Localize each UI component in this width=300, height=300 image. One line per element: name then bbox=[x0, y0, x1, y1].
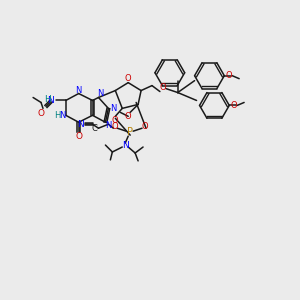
Text: N: N bbox=[58, 111, 65, 120]
Text: N: N bbox=[105, 121, 112, 130]
Text: O: O bbox=[142, 122, 148, 131]
Text: H: H bbox=[54, 111, 60, 120]
Text: O: O bbox=[226, 71, 232, 80]
Text: N: N bbox=[122, 140, 129, 149]
Text: N: N bbox=[77, 120, 84, 129]
Text: H: H bbox=[45, 95, 51, 104]
Text: C: C bbox=[92, 124, 98, 133]
Text: O: O bbox=[231, 101, 238, 110]
Text: N: N bbox=[110, 104, 116, 113]
Text: N: N bbox=[97, 89, 104, 98]
Text: O: O bbox=[125, 74, 131, 83]
Text: O: O bbox=[75, 132, 82, 141]
Text: P: P bbox=[127, 127, 133, 137]
Text: N: N bbox=[76, 86, 82, 95]
Text: O: O bbox=[111, 122, 118, 131]
Text: O: O bbox=[111, 116, 118, 125]
Text: O: O bbox=[38, 109, 44, 118]
Text: O: O bbox=[160, 83, 166, 92]
Text: O: O bbox=[125, 112, 131, 121]
Text: N: N bbox=[47, 96, 54, 105]
